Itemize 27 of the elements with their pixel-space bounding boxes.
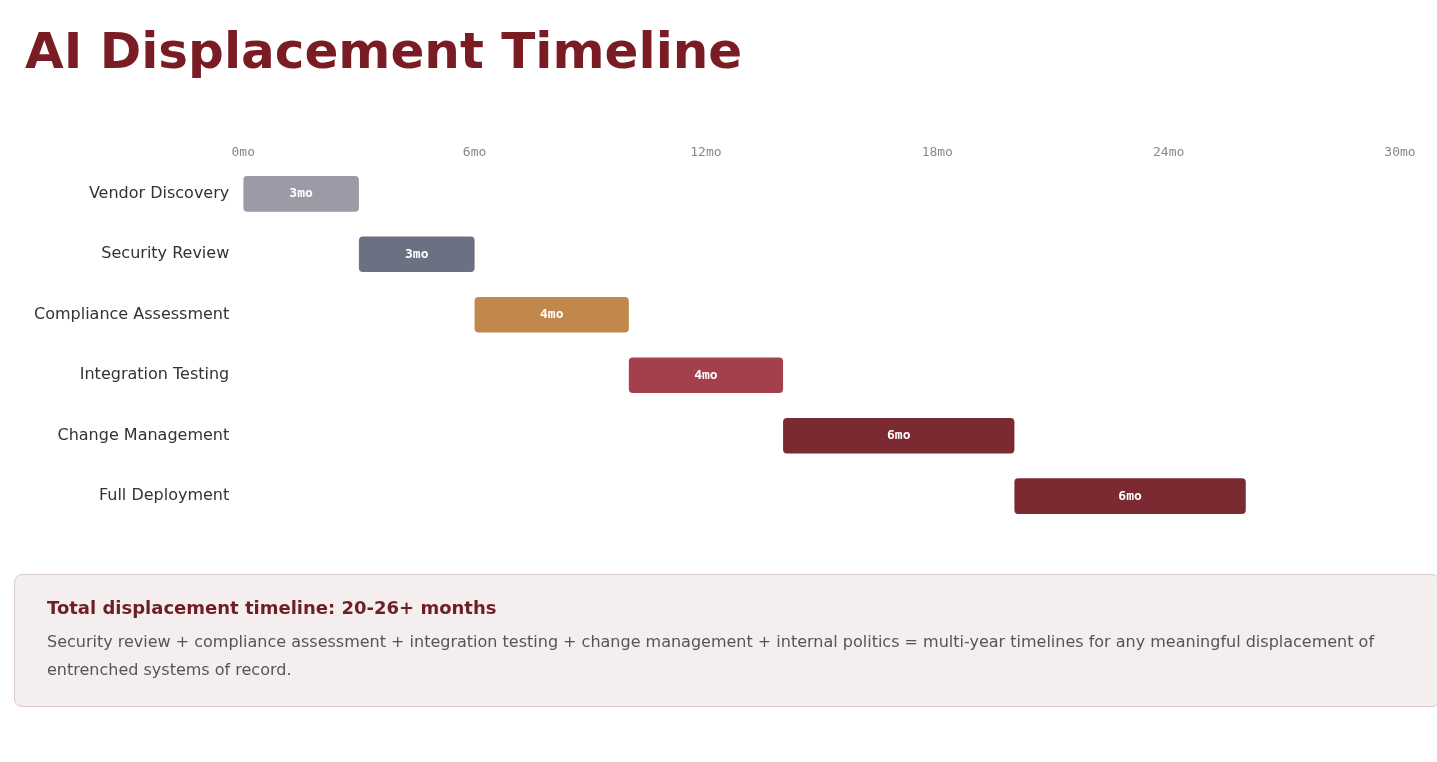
data-label: 3mo <box>405 245 429 261</box>
y-tick-label: Integration Testing <box>79 364 230 384</box>
bar <box>358 236 475 273</box>
data-label: 3mo <box>289 185 313 201</box>
bar <box>783 417 1015 454</box>
bar <box>628 357 784 394</box>
y-tick-label: Full Deployment <box>98 485 230 505</box>
chart-title: AI Displacement Timeline <box>25 22 743 80</box>
bar <box>474 296 629 333</box>
data-label: 4mo <box>539 306 564 322</box>
x-tick-label: 18mo <box>921 144 953 160</box>
data-label: 6mo <box>1118 487 1142 503</box>
data-label: 4mo <box>694 366 718 382</box>
x-tick-label: 24mo <box>1152 144 1185 160</box>
y-tick-label: Change Management <box>57 424 230 444</box>
text: Security review + compliance assessment + integration testing + change management + internal politics = multi-year timelines for any meaningful displacement of entrenched systems of record. <box>47 631 1376 681</box>
bar <box>1014 478 1246 514</box>
text: Total displacement timeline: 20-26+ months <box>47 597 498 618</box>
y-tick-label: Vendor Discovery <box>88 182 230 202</box>
x-tick-label: 0mo <box>231 144 255 160</box>
y-tick-label: Security Review <box>101 243 230 263</box>
y-tick-label: Compliance Assessment <box>33 303 230 323</box>
x-tick-label: 30mo <box>1384 144 1416 160</box>
x-tick-label: 6mo <box>462 144 487 160</box>
bar <box>243 176 359 212</box>
data-label: 6mo <box>887 427 911 443</box>
x-tick-label: 12mo <box>690 144 722 160</box>
